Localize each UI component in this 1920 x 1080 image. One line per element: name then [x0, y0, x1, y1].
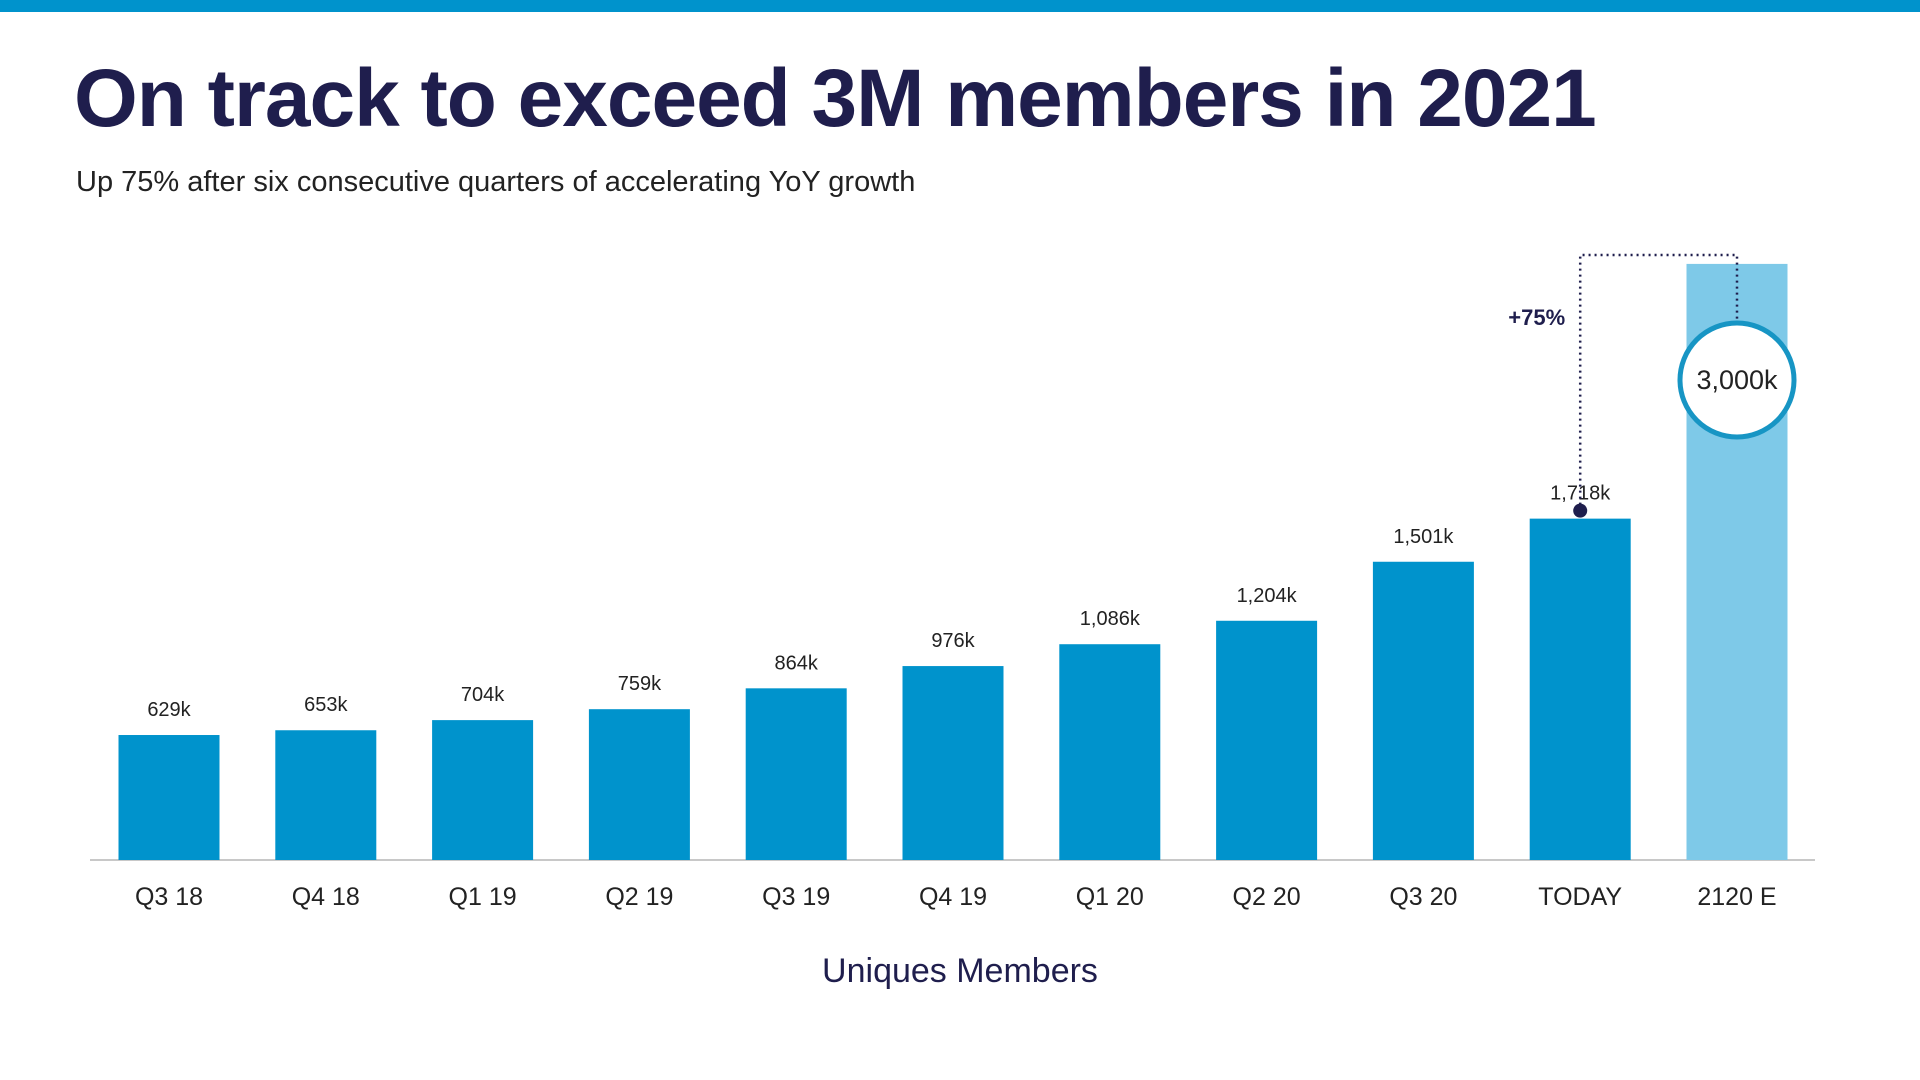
x-tick-label: TODAY [1538, 883, 1622, 911]
page-title: On track to exceed 3M members in 2021 [74, 53, 1597, 144]
bar [1372, 561, 1474, 860]
x-tick-label: Q1 19 [449, 883, 517, 911]
bar [275, 730, 377, 860]
x-axis-title: Uniques Members [822, 952, 1098, 990]
x-tick-label: Q3 19 [762, 883, 830, 911]
x-tick-label: Q3 18 [135, 883, 203, 911]
data-label: 1,501k [1393, 526, 1454, 548]
x-tick-label: 2120 E [1697, 883, 1776, 911]
estimate-highlight-ring [1677, 320, 1797, 440]
x-tick-label: Q1 20 [1076, 883, 1144, 911]
x-tick-label: Q4 18 [292, 883, 360, 911]
bar [902, 666, 1004, 860]
bar [745, 688, 847, 860]
top-accent-bar [0, 0, 1920, 12]
data-label: 1,718k [1550, 483, 1611, 505]
bar [1216, 620, 1318, 860]
x-tick-label: Q3 20 [1389, 883, 1457, 911]
x-tick-label: Q2 20 [1233, 883, 1301, 911]
data-label-estimate: 3,000k [1696, 365, 1778, 395]
data-label: 629k [147, 699, 191, 721]
page-subtitle: Up 75% after six consecutive quarters of… [76, 166, 916, 198]
growth-bracket-line [1578, 253, 1739, 511]
data-label: 759k [618, 673, 662, 695]
x-tick-label: Q2 19 [605, 883, 673, 911]
growth-annotation: +75% [1508, 305, 1565, 330]
x-tick-label: Q4 19 [919, 883, 987, 911]
bar [118, 735, 220, 860]
bar [1059, 644, 1161, 860]
data-label: 1,086k [1080, 608, 1141, 630]
data-label: 976k [931, 630, 975, 652]
bracket-start-dot [1573, 503, 1588, 518]
bar [588, 709, 690, 860]
data-label: 864k [775, 652, 819, 674]
data-label: 704k [461, 684, 505, 706]
data-label: 653k [304, 694, 348, 716]
data-label: 1,204k [1237, 585, 1298, 607]
bar [1529, 518, 1631, 860]
bar [432, 720, 534, 860]
